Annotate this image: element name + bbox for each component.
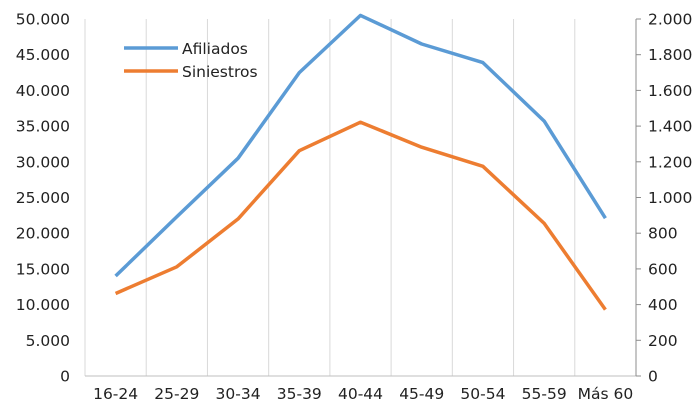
series-lines: [114, 13, 607, 311]
left-tick-label: 10.000: [16, 296, 70, 314]
left-tick-label: 40.000: [16, 82, 70, 100]
x-tick-label: 25-29: [154, 385, 199, 403]
left-tick-label: 35.000: [16, 118, 70, 136]
x-tick-label: 35-39: [277, 385, 322, 403]
left-tick-label: 5.000: [26, 332, 70, 350]
right-tick-label: 2.000: [648, 11, 692, 29]
legend-label-siniestros: Siniestros: [182, 63, 258, 81]
left-tick-label: 20.000: [16, 225, 70, 243]
right-tick-label: 0: [648, 368, 658, 386]
x-tick-label: 40-44: [338, 385, 383, 403]
right-tick-label: 1.200: [648, 153, 692, 171]
right-tick-label: 1.600: [648, 82, 692, 100]
x-tick-label: 30-34: [216, 385, 261, 403]
left-tick-label: 15.000: [16, 260, 70, 278]
right-tick-label: 800: [648, 225, 678, 243]
left-tick-label: 0: [60, 368, 70, 386]
left-tick-label: 25.000: [16, 189, 70, 207]
legend-label-afiliados: Afiliados: [182, 40, 248, 58]
x-tick-label: 55-59: [522, 385, 567, 403]
x-tick-label: 45-49: [399, 385, 444, 403]
right-tick-label: 200: [648, 332, 678, 350]
x-tick-label: 16-24: [93, 385, 138, 403]
right-axis-ticks: 0 200 400 600 800 1.000 1.200 1.400 1.600 1.800 2.…: [636, 11, 692, 386]
legend: Afiliados Siniestros: [124, 40, 258, 81]
left-tick-label: 50.000: [16, 11, 70, 29]
x-tick-label: Más 60: [578, 385, 634, 403]
left-axis-ticks: 0 5.000 10.000 15.000 20.000 25.000 30.000 35.0…: [16, 11, 70, 386]
x-axis-ticks: 16-24 25-29 30-34 35-39 40-44 45-49 50-54 55-59…: [93, 385, 633, 403]
right-tick-label: 1.800: [648, 46, 692, 64]
x-tick-label: 50-54: [460, 385, 505, 403]
right-tick-label: 400: [648, 296, 678, 314]
right-tick-label: 1.400: [648, 118, 692, 136]
left-tick-label: 30.000: [16, 153, 70, 171]
left-tick-label: 45.000: [16, 46, 70, 64]
right-tick-label: 1.000: [648, 189, 692, 207]
right-tick-label: 600: [648, 260, 678, 278]
series-line-siniestros: [114, 120, 607, 311]
